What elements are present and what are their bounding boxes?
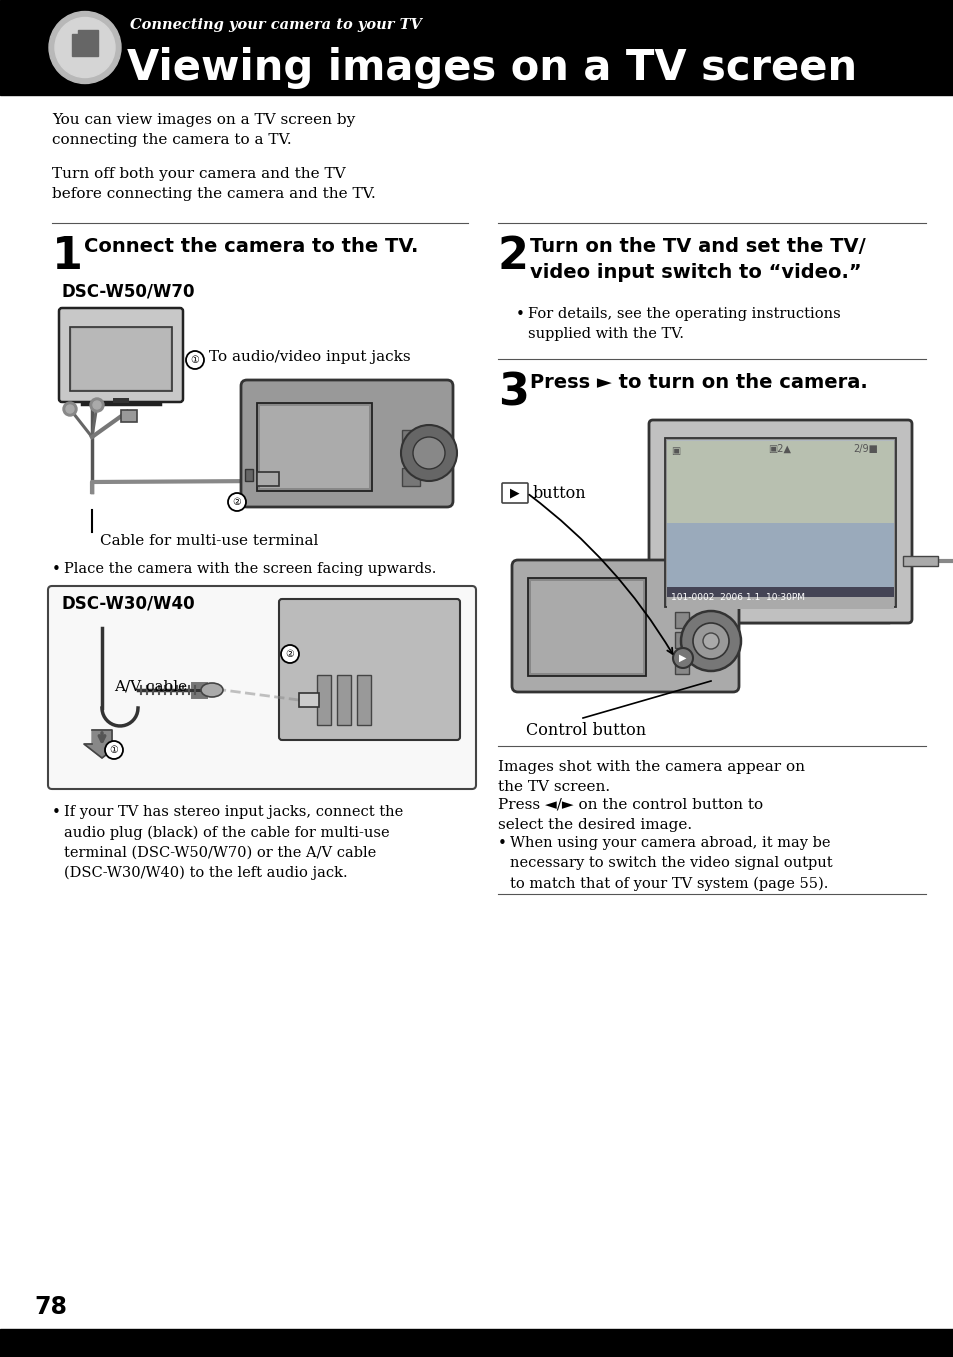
- Text: ▣: ▣: [670, 446, 679, 456]
- Text: 3: 3: [497, 370, 528, 414]
- Bar: [71, 328, 170, 389]
- Text: To audio/video input
jacks: To audio/video input jacks: [128, 731, 285, 763]
- Text: For details, see the operating instructions
supplied with the TV.: For details, see the operating instructi…: [527, 307, 840, 341]
- Text: Control button: Control button: [525, 722, 645, 740]
- Circle shape: [90, 398, 104, 413]
- Bar: [336, 674, 351, 725]
- Text: •: •: [516, 307, 524, 322]
- Bar: [666, 522, 893, 605]
- Text: 2: 2: [497, 235, 529, 278]
- Bar: [401, 449, 419, 463]
- Text: 2/9■: 2/9■: [852, 444, 877, 455]
- Circle shape: [92, 402, 101, 408]
- Text: Turn on the TV and set the TV/
video input switch to “video.”: Turn on the TV and set the TV/ video inp…: [530, 237, 864, 282]
- Text: Cable for multi-use terminal: Cable for multi-use terminal: [100, 535, 318, 548]
- Text: Connecting your camera to your TV: Connecting your camera to your TV: [130, 18, 421, 33]
- Text: ①: ①: [191, 356, 199, 365]
- Text: To audio/video input jacks: To audio/video input jacks: [209, 350, 410, 364]
- Bar: [260, 406, 369, 489]
- Bar: [675, 632, 688, 649]
- Bar: [401, 430, 419, 444]
- Bar: [112, 398, 129, 403]
- Bar: [666, 441, 893, 522]
- Circle shape: [413, 437, 444, 470]
- Bar: [316, 674, 331, 725]
- Bar: [298, 693, 318, 707]
- Ellipse shape: [49, 11, 121, 84]
- Text: Turn off both your camera and the TV
before connecting the camera and the TV.: Turn off both your camera and the TV bef…: [52, 167, 375, 201]
- Bar: [666, 440, 893, 605]
- Bar: [902, 556, 937, 566]
- FancyBboxPatch shape: [648, 421, 911, 623]
- Circle shape: [228, 493, 246, 512]
- Circle shape: [702, 632, 719, 649]
- Text: Viewing images on a TV screen: Viewing images on a TV screen: [127, 47, 856, 90]
- Ellipse shape: [201, 683, 223, 697]
- Text: ▶: ▶: [510, 487, 519, 499]
- Bar: [256, 472, 278, 486]
- Text: •: •: [52, 562, 61, 577]
- Polygon shape: [71, 30, 98, 56]
- Text: To the multi connector: To the multi connector: [251, 493, 426, 506]
- Text: DSC-W50/W70: DSC-W50/W70: [62, 284, 195, 301]
- Bar: [0, 0, 953, 95]
- Text: •: •: [497, 836, 506, 851]
- Text: When using your camera abroad, it may be
necessary to switch the video signal ou: When using your camera abroad, it may be…: [510, 836, 832, 890]
- Bar: [356, 674, 371, 725]
- Circle shape: [680, 611, 740, 670]
- Bar: [730, 586, 748, 596]
- Text: 78: 78: [34, 1295, 67, 1319]
- Text: 1: 1: [52, 235, 83, 278]
- Text: If your TV has stereo input jacks, connect the
audio plug (black) of the cable f: If your TV has stereo input jacks, conne…: [64, 805, 403, 881]
- Circle shape: [692, 623, 728, 660]
- Bar: [0, 1329, 953, 1357]
- Circle shape: [400, 425, 456, 480]
- FancyBboxPatch shape: [512, 560, 739, 692]
- Text: Images shot with the camera appear on
the TV screen.: Images shot with the camera appear on th…: [497, 760, 804, 794]
- Bar: [531, 581, 642, 673]
- Bar: [664, 438, 895, 607]
- Bar: [401, 468, 419, 486]
- Text: ②: ②: [233, 497, 241, 508]
- Polygon shape: [84, 730, 120, 759]
- Bar: [666, 597, 893, 609]
- FancyBboxPatch shape: [241, 380, 453, 508]
- Circle shape: [672, 649, 692, 668]
- Circle shape: [186, 351, 204, 369]
- FancyBboxPatch shape: [48, 586, 476, 788]
- Bar: [256, 403, 372, 491]
- Text: Place the camera with the screen facing upwards.: Place the camera with the screen facing …: [64, 562, 436, 575]
- Text: Press ► to turn on the camera.: Press ► to turn on the camera.: [530, 373, 867, 392]
- Text: A/V cable: A/V cable: [113, 680, 187, 693]
- Text: button: button: [533, 484, 586, 502]
- Bar: [666, 588, 893, 605]
- Circle shape: [63, 402, 77, 417]
- Text: ▶: ▶: [679, 653, 686, 664]
- Circle shape: [281, 645, 298, 664]
- Bar: [527, 578, 645, 676]
- Text: Press ◄/► on the control button to
select the desired image.: Press ◄/► on the control button to selec…: [497, 798, 762, 832]
- Text: ▣2▲: ▣2▲: [768, 444, 791, 455]
- Text: 101-0002  2006 1.1  10:30PM: 101-0002 2006 1.1 10:30PM: [670, 593, 804, 601]
- Text: •: •: [52, 805, 61, 820]
- FancyBboxPatch shape: [501, 483, 527, 503]
- FancyBboxPatch shape: [59, 308, 183, 402]
- Text: DSC-W30/W40: DSC-W30/W40: [62, 594, 195, 612]
- Text: To A/V OUT
jack: To A/V OUT jack: [304, 635, 395, 668]
- Ellipse shape: [55, 18, 115, 77]
- Bar: [675, 612, 688, 628]
- Bar: [121, 410, 137, 422]
- Text: ①: ①: [110, 745, 118, 754]
- FancyBboxPatch shape: [278, 598, 459, 740]
- Bar: [675, 651, 688, 674]
- Circle shape: [66, 404, 74, 413]
- Text: Connect the camera to the TV.: Connect the camera to the TV.: [84, 237, 418, 256]
- Bar: [70, 327, 172, 391]
- Text: You can view images on a TV screen by
connecting the camera to a TV.: You can view images on a TV screen by co…: [52, 113, 355, 147]
- Text: ②: ②: [285, 649, 294, 660]
- Bar: [245, 470, 253, 480]
- Circle shape: [105, 741, 123, 759]
